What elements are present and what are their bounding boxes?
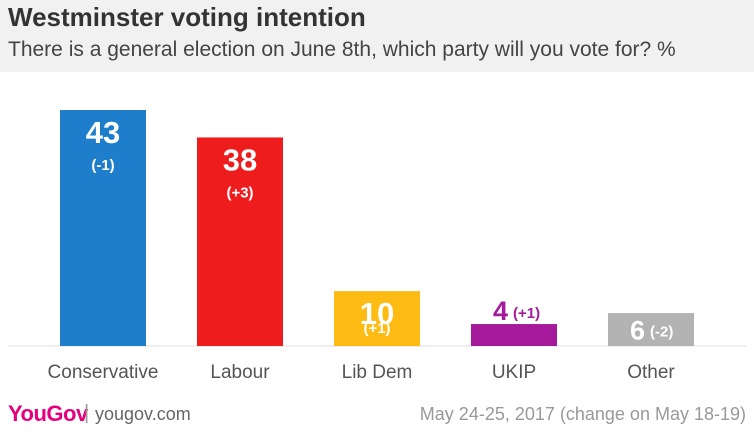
footer-separator: | xyxy=(84,402,90,424)
category-label-lib-dem: Lib Dem xyxy=(342,362,413,383)
value-label-lib-dem: 10 xyxy=(360,296,394,331)
footer-date-note: May 24-25, 2017 (change on May 18-19) xyxy=(419,404,746,424)
value-label-other: 6 xyxy=(630,316,645,346)
change-label-other: (-2) xyxy=(650,324,673,341)
chart-title: Westminster voting intention xyxy=(8,2,366,32)
category-label-labour: Labour xyxy=(210,362,270,383)
bar-other xyxy=(608,313,694,346)
chart-subtitle: There is a general election on June 8th,… xyxy=(8,38,676,61)
bar-conservative xyxy=(60,110,146,346)
value-label-conservative: 43 xyxy=(86,115,120,150)
category-label-ukip: UKIP xyxy=(492,362,536,383)
bar-ukip xyxy=(471,324,557,346)
change-label-ukip: (+1) xyxy=(513,305,540,322)
category-label-conservative: Conservative xyxy=(48,362,159,383)
value-label-labour: 38 xyxy=(223,142,257,177)
change-label-conservative: (-1) xyxy=(91,157,114,174)
change-label-lib-dem: (+1) xyxy=(363,320,390,337)
yougov-logo: YouGov xyxy=(8,401,88,426)
footer-url: yougov.com xyxy=(95,404,191,424)
header-band: Westminster voting intention There is a … xyxy=(0,0,754,72)
category-label-other: Other xyxy=(627,362,675,383)
bar-lib-dem xyxy=(334,291,420,346)
bar-labour xyxy=(197,137,283,346)
change-label-labour: (+3) xyxy=(226,184,253,201)
value-label-ukip: 4 xyxy=(493,296,508,326)
